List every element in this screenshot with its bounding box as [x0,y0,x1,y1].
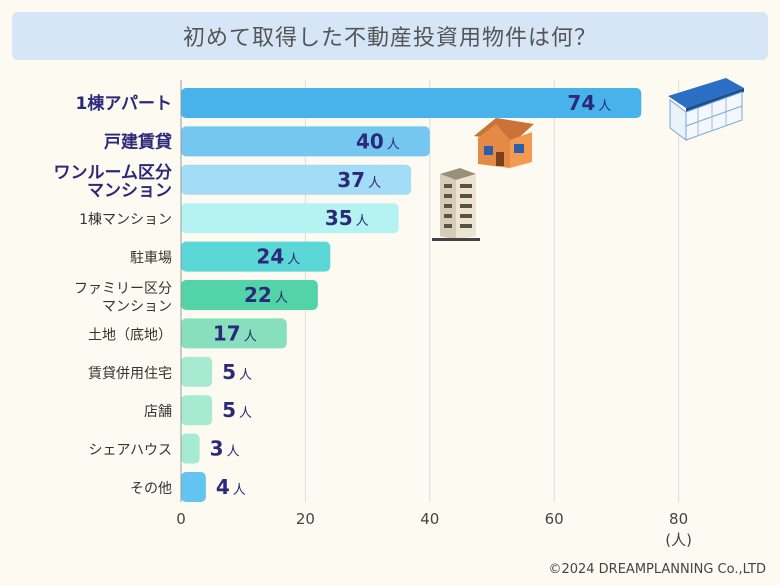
category-label: 駐車場 [130,250,172,267]
data-label: 35 人 [325,206,369,230]
x-tick-label: 80 [669,510,688,528]
data-label: 17 人 [213,321,257,345]
x-tick-label: 60 [545,510,564,528]
category-label: 賃貸併用住宅 [88,366,172,382]
x-axis-unit: (人) [665,531,692,549]
category-label: ファミリー区分マンション [74,281,172,315]
bar [181,433,200,464]
bar [181,126,430,157]
copyright-credit: ©2024 DREAMPLANNING Co.,LTD [548,562,766,577]
x-tick-label: 20 [296,510,315,528]
category-label: ワンルーム区分マンション [54,163,173,201]
bar [181,164,412,195]
x-tick-label: 40 [420,510,439,528]
chart-title: 初めて取得した不動産投資用物件は何？ [182,26,597,51]
data-label: 37 人 [337,168,381,192]
category-label: 土地（底地） [88,327,172,343]
category-label: 戸建賃貸 [104,131,172,152]
title-band: 初めて取得した不動産投資用物件は何？ [12,12,768,60]
category-label: その他 [130,481,172,497]
data-label: 22 人 [244,283,288,307]
bar [181,318,287,349]
category-label: 1棟マンション [79,212,172,228]
bar [181,88,642,118]
category-label: 店舗 [144,404,172,420]
bar [181,472,206,502]
bar [181,241,331,272]
x-tick-label: 0 [176,510,186,528]
data-label: 40 人 [356,129,400,153]
bar [181,395,213,426]
bar [181,280,318,310]
bar [181,203,399,234]
category-label: シェアハウス [89,443,172,459]
data-label: 74 人 [567,91,611,115]
category-label: 1棟アパート [76,93,173,114]
data-label: 24 人 [256,245,300,269]
bar [181,356,213,387]
